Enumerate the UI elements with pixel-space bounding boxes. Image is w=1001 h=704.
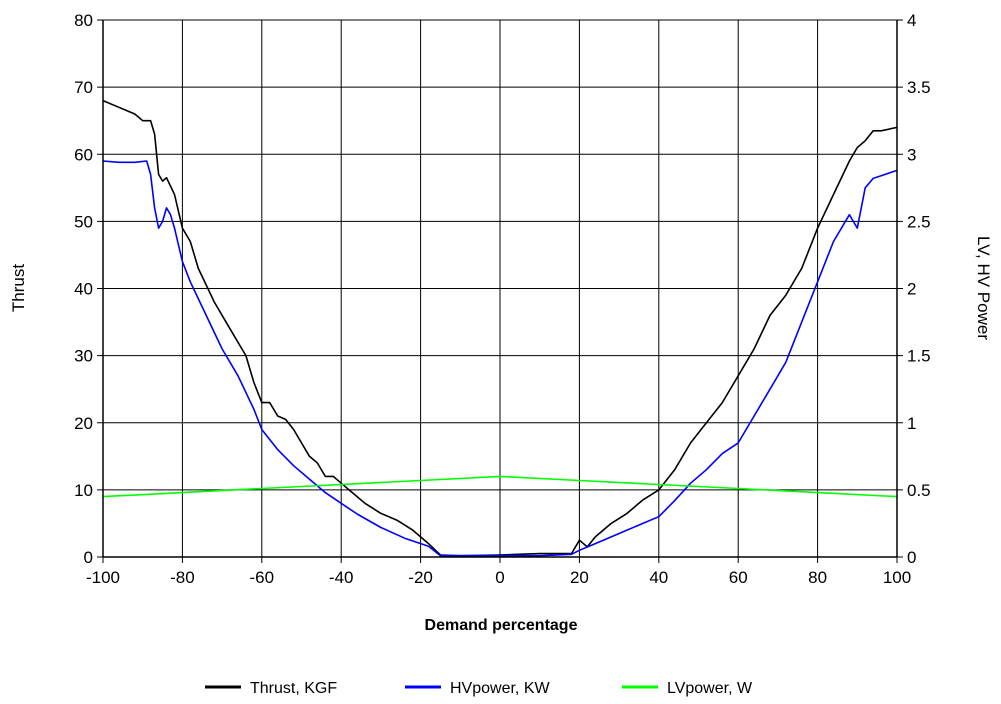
x-tick-label: 100 [883, 568, 911, 587]
x-tick-label: -60 [250, 568, 275, 587]
y-left-tick-label: 10 [74, 481, 93, 500]
grid [103, 20, 897, 557]
y-left-tick-label: 30 [74, 347, 93, 366]
x-tick-label: 20 [570, 568, 589, 587]
y-right-tick-label: 1.5 [907, 347, 931, 366]
x-tick-label: -40 [329, 568, 354, 587]
y-right-tick-label: 0 [907, 548, 916, 567]
y-right-tick-label: 4 [907, 11, 916, 30]
legend-label-hvpower: HVpower, KW [450, 680, 550, 697]
series-line-lvpower [102, 475, 898, 498]
y-left-tick-label: 40 [74, 280, 93, 299]
series-line-thrust [102, 99, 898, 557]
x-tick-label: -80 [170, 568, 195, 587]
y-left-tick-label: 80 [74, 11, 93, 30]
y-right-tick-label: 2.5 [907, 212, 931, 231]
series-line-hvpower [102, 160, 898, 557]
y-left-tick-label: 60 [74, 145, 93, 164]
y-axis-left-title: Thrust [9, 264, 28, 312]
y-left-tick-label: 0 [84, 548, 93, 567]
x-tick-label: -100 [86, 568, 120, 587]
y-left-tick-label: 70 [74, 78, 93, 97]
legend-label-thrust: Thrust, KGF [250, 680, 337, 697]
y-left-tick-label: 50 [74, 212, 93, 231]
legend: Thrust, KGF HVpower, KW LVpower, W [205, 680, 753, 697]
x-tick-label: 40 [649, 568, 668, 587]
legend-label-lvpower: LVpower, W [667, 680, 753, 697]
y-right-tick-label: 1 [907, 414, 916, 433]
y-axis-right-title: LV, HV Power [974, 236, 993, 340]
x-tick-label: 80 [808, 568, 827, 587]
x-tick-label: 60 [729, 568, 748, 587]
y-right-tick-label: 0.5 [907, 481, 931, 500]
y-right-tick-label: 2 [907, 280, 916, 299]
series-layer [102, 99, 898, 557]
x-tick-label: -20 [408, 568, 433, 587]
y-left-tick-label: 20 [74, 414, 93, 433]
y-right-tick-label: 3 [907, 145, 916, 164]
ticks-layer: -100 -80 -60 -40 -20 0 20 40 60 80 100010203040506… [74, 11, 931, 587]
y-right-tick-label: 3.5 [907, 78, 931, 97]
x-axis-title: Demand percentage [425, 617, 578, 634]
x-tick-label: 0 [495, 568, 504, 587]
